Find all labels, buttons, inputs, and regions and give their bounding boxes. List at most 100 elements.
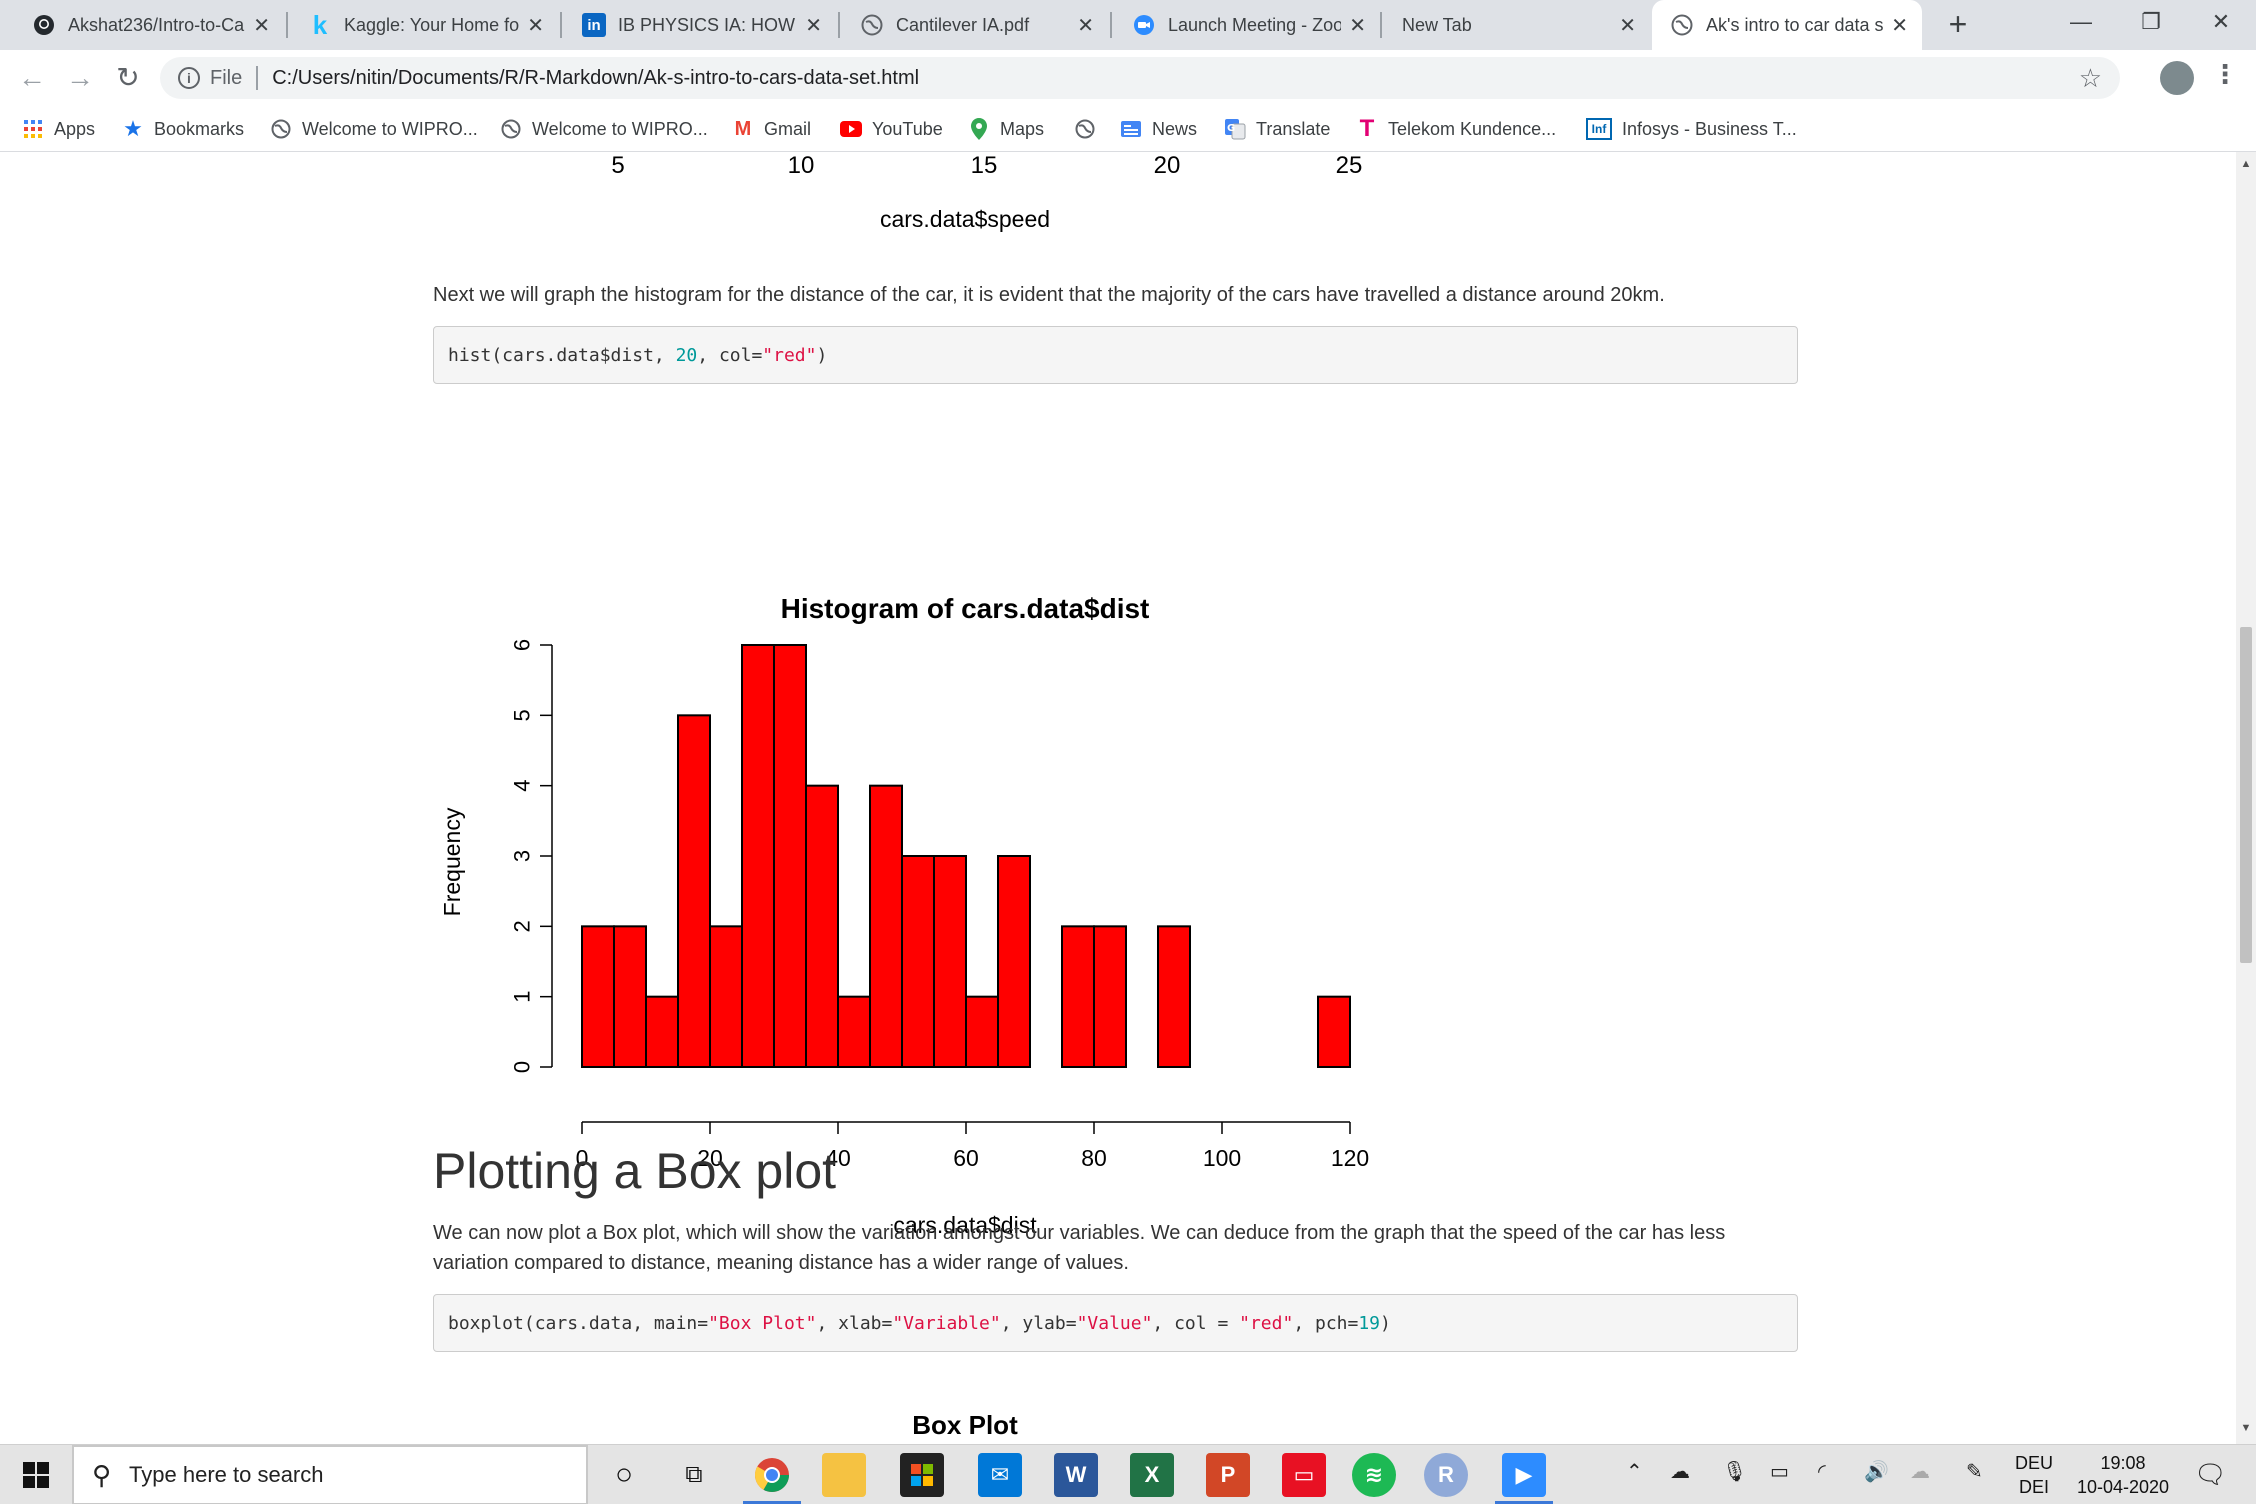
bookmark-unnamed[interactable] bbox=[1074, 114, 1106, 144]
bookmark-label: Bookmarks bbox=[154, 118, 245, 139]
close-icon[interactable]: ✕ bbox=[527, 14, 544, 37]
globe-icon bbox=[1074, 118, 1096, 140]
battery-icon[interactable]: ▭ bbox=[1770, 1461, 1789, 1483]
code-token: , col= bbox=[697, 344, 763, 366]
histogram-bar bbox=[773, 644, 807, 1068]
r-app-icon[interactable]: R bbox=[1424, 1453, 1468, 1497]
code-token: ) bbox=[1380, 1312, 1391, 1334]
kaggle-icon: k bbox=[312, 9, 328, 40]
code-string: "red" bbox=[762, 344, 817, 366]
infosys-icon: Inf bbox=[1586, 118, 1612, 140]
histogram-bar bbox=[645, 995, 679, 1069]
tab-new-tab[interactable]: New Tab ✕ bbox=[1384, 0, 1650, 50]
reload-icon[interactable]: ↻ bbox=[116, 62, 140, 93]
page-scrollbar[interactable]: ▲ ▼ bbox=[2236, 152, 2256, 1444]
histogram-bar bbox=[837, 995, 871, 1069]
system-clock[interactable]: 19:08 10-04-2020 bbox=[2068, 1451, 2178, 1499]
scroll-up-arrow-icon[interactable]: ▲ bbox=[2240, 158, 2252, 170]
address-url[interactable]: C:/Users/nitin/Documents/R/R-Markdown/Ak… bbox=[272, 66, 920, 89]
store-icon[interactable] bbox=[900, 1453, 944, 1497]
profile-avatar[interactable] bbox=[2160, 61, 2194, 95]
new-tab-button[interactable]: + bbox=[1948, 6, 1968, 42]
code-token: hist(cars.data$dist, bbox=[448, 344, 676, 366]
bookmark-translate[interactable]: G Translate bbox=[1224, 114, 1330, 144]
onedrive-icon[interactable]: ☁ bbox=[1670, 1461, 1690, 1483]
globe-icon bbox=[500, 118, 522, 140]
minimize-icon[interactable]: — bbox=[2070, 9, 2092, 34]
menu-kebab-icon[interactable]: ⋮ bbox=[2212, 59, 2238, 89]
scrollbar-thumb[interactable] bbox=[2240, 627, 2252, 963]
y-tick-label: 6 bbox=[510, 639, 535, 651]
bookmark-bookmarks[interactable]: ★ Bookmarks bbox=[122, 114, 244, 144]
bookmark-infosys[interactable]: Inf Infosys - Business T... bbox=[1586, 114, 1797, 144]
prev-chart-xlabel: cars.data$speed bbox=[879, 206, 1051, 232]
close-icon[interactable]: ✕ bbox=[805, 14, 822, 37]
bookmark-youtube[interactable]: YouTube bbox=[840, 114, 943, 144]
bookmark-gmail[interactable]: M Gmail bbox=[732, 114, 811, 144]
close-icon[interactable]: ✕ bbox=[1349, 14, 1366, 37]
browser-toolbar: ← → ↻ i File C:/Users/nitin/Documents/R/… bbox=[0, 50, 2256, 106]
svg-text:G: G bbox=[1227, 123, 1235, 134]
bookmark-label: Apps bbox=[54, 118, 96, 139]
boxplot-code-block[interactable]: boxplot(cars.data, main= "Box Plot", xlab… bbox=[433, 1294, 1798, 1352]
histogram-bar bbox=[613, 925, 647, 1069]
restore-icon[interactable]: ❐ bbox=[2141, 9, 2161, 34]
bookmark-star-icon[interactable]: ☆ bbox=[2078, 63, 2102, 93]
bookmark-label: Maps bbox=[1000, 118, 1045, 139]
bookmark-wipro-1[interactable]: Welcome to WIPRO... bbox=[270, 114, 478, 144]
y-tick-label: 1 bbox=[510, 991, 535, 1003]
histogram-code-block[interactable]: hist(cars.data$dist, 20, col= "red") bbox=[433, 326, 1798, 384]
windows-start-icon[interactable] bbox=[0, 1445, 72, 1504]
word-icon[interactable]: W bbox=[1054, 1453, 1098, 1497]
bookmark-telekom[interactable]: T Telekom Kundence... bbox=[1356, 114, 1556, 144]
code-string: "Value" bbox=[1076, 1312, 1153, 1334]
cloud-upload-icon[interactable]: ☁ bbox=[1910, 1461, 1930, 1483]
close-icon[interactable]: ✕ bbox=[1619, 14, 1636, 37]
prev-chart-x-tick: 25 bbox=[1335, 152, 1363, 179]
close-icon[interactable]: ✕ bbox=[1077, 14, 1094, 37]
file-explorer-icon[interactable] bbox=[822, 1453, 866, 1497]
close-icon[interactable]: ✕ bbox=[253, 14, 270, 37]
tab-cantilever[interactable]: Cantilever IA.pdf ✕ bbox=[842, 0, 1108, 50]
tray-chevron-up-icon[interactable]: ⌃ bbox=[1626, 1461, 1643, 1483]
news-app-icon[interactable]: ▭ bbox=[1282, 1453, 1326, 1497]
microphone-icon[interactable]: 🎙 bbox=[1722, 1461, 1748, 1483]
bookmark-apps[interactable]: Apps bbox=[22, 114, 95, 144]
tab-github[interactable]: Akshat236/Intro-to-Ca ✕ bbox=[14, 0, 284, 50]
tab-zoom[interactable]: Launch Meeting - Zoo ✕ bbox=[1114, 0, 1380, 50]
input-language[interactable]: DEU DEI bbox=[2010, 1451, 2058, 1499]
close-icon[interactable]: ✕ bbox=[1891, 14, 1908, 37]
info-icon[interactable]: i bbox=[178, 67, 200, 89]
excel-icon[interactable]: X bbox=[1130, 1453, 1174, 1497]
bookmark-news[interactable]: News bbox=[1120, 114, 1197, 144]
cortana-icon[interactable]: ○ bbox=[614, 1458, 634, 1491]
pen-icon[interactable]: ✎ bbox=[1966, 1461, 1983, 1483]
chrome-icon[interactable] bbox=[750, 1453, 794, 1497]
taskbar-search-box[interactable]: ⚲ Type here to search bbox=[72, 1445, 588, 1504]
bookmarks-bar: Apps ★ Bookmarks Welcome to WIPRO... Wel… bbox=[0, 106, 2256, 152]
histogram-bar bbox=[997, 855, 1031, 1068]
zoom-app-icon[interactable]: ▶ bbox=[1502, 1453, 1546, 1497]
y-tick-label: 0 bbox=[510, 1061, 535, 1073]
tab-cars-intro[interactable]: Ak's intro to car data s ✕ bbox=[1652, 0, 1922, 50]
window-close-icon[interactable]: ✕ bbox=[2211, 9, 2231, 34]
address-bar[interactable]: i File C:/Users/nitin/Documents/R/R-Mark… bbox=[160, 57, 2120, 99]
tab-kaggle[interactable]: k Kaggle: Your Home fo ✕ bbox=[290, 0, 558, 50]
forward-arrow-icon[interactable]: → bbox=[66, 62, 94, 93]
volume-icon[interactable]: 🔊 bbox=[1864, 1461, 1889, 1483]
histogram-bar bbox=[741, 644, 775, 1068]
task-view-icon[interactable]: ⧉ bbox=[685, 1461, 703, 1488]
bookmark-wipro-2[interactable]: Welcome to WIPRO... bbox=[500, 114, 708, 144]
scroll-down-arrow-icon[interactable]: ▼ bbox=[2240, 1422, 2252, 1434]
powerpoint-icon[interactable]: P bbox=[1206, 1453, 1250, 1497]
notifications-icon[interactable]: 🗨 bbox=[2194, 1459, 2228, 1489]
tab-linkedin[interactable]: in IB PHYSICS IA: HOW T ✕ bbox=[564, 0, 836, 50]
bookmark-maps[interactable]: Maps bbox=[968, 114, 1044, 144]
wifi-icon[interactable]: ◜ bbox=[1818, 1461, 1826, 1483]
back-arrow-icon[interactable]: ← bbox=[18, 62, 46, 93]
boxplot-description: We can now plot a Box plot, which will s… bbox=[433, 1222, 1726, 1274]
mail-icon[interactable]: ✉ bbox=[978, 1453, 1022, 1497]
gmail-icon: M bbox=[734, 117, 752, 140]
spotify-icon[interactable]: ≋ bbox=[1352, 1453, 1396, 1497]
tab-title: IB PHYSICS IA: HOW T bbox=[618, 14, 798, 35]
